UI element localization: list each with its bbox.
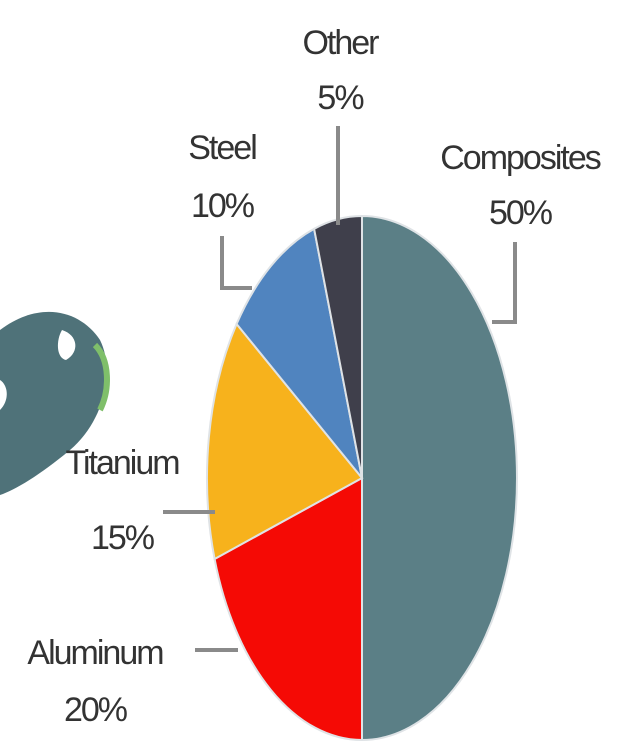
slice-label: Steel	[188, 129, 256, 167]
slice-label: Composites	[440, 139, 601, 177]
leader-line	[492, 242, 515, 322]
pie-slice	[362, 216, 517, 740]
value-label: 15%	[91, 519, 155, 557]
slice-label: Aluminum	[27, 634, 163, 672]
pie	[207, 216, 517, 740]
value-label: 10%	[191, 187, 255, 225]
value-label: 20%	[64, 691, 128, 729]
value-label: 5%	[317, 79, 364, 117]
slice-label: Titanium	[65, 444, 179, 482]
chart: Composites 50% Aluminum 20% Titanium 15% Steel…	[0, 0, 625, 751]
slice-label: Other	[302, 24, 379, 62]
value-label: 50%	[489, 194, 553, 232]
leader-line	[222, 236, 252, 288]
